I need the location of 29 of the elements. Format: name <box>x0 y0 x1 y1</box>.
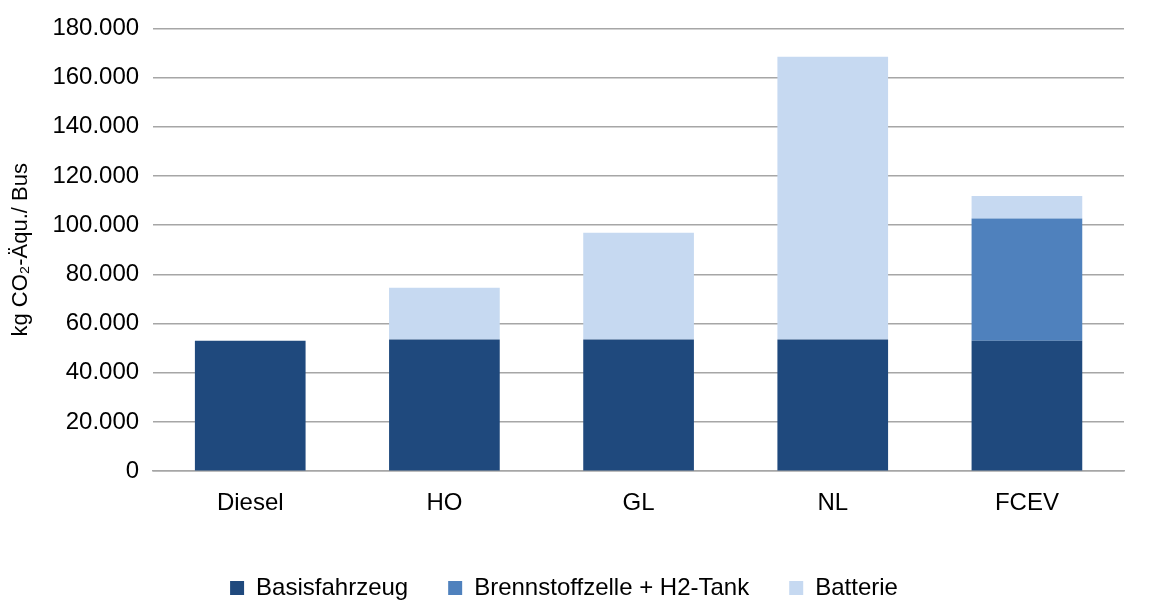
x-tick-label: Diesel <box>216 488 284 516</box>
x-tick-label: FCEV <box>994 488 1059 516</box>
y-tick-label: 120.000 <box>52 160 140 188</box>
bar <box>777 56 889 340</box>
bar <box>389 287 500 340</box>
bar <box>194 340 306 471</box>
x-tick-label: GL <box>622 488 655 516</box>
legend-label: Brennstoffzelle + H2-Tank <box>474 572 751 600</box>
x-tick-label: HO <box>426 488 463 516</box>
bar <box>971 340 1083 471</box>
y-tick-label: 180.000 <box>52 13 140 41</box>
y-tick-label: 80.000 <box>65 259 140 287</box>
x-tick-label: NL <box>817 488 849 516</box>
y-tick-label: 60.000 <box>65 308 140 336</box>
y-tick-label: 100.000 <box>52 209 140 237</box>
bar <box>971 195 1083 219</box>
bar <box>583 339 694 471</box>
y-tick-label: 40.000 <box>65 357 140 385</box>
y-tick-label: 0 <box>125 455 140 483</box>
legend-label: Batterie <box>815 572 898 600</box>
bar <box>583 232 694 340</box>
y-tick-label: 160.000 <box>52 62 140 90</box>
legend-label: Basisfahrzeug <box>256 572 409 600</box>
y-axis-title: kg CO₂-Äqu./ Bus <box>7 163 33 337</box>
bar <box>389 339 500 471</box>
bar <box>971 218 1083 341</box>
y-tick-label: 20.000 <box>65 406 140 434</box>
y-tick-label: 140.000 <box>52 111 140 139</box>
bar <box>777 339 889 471</box>
